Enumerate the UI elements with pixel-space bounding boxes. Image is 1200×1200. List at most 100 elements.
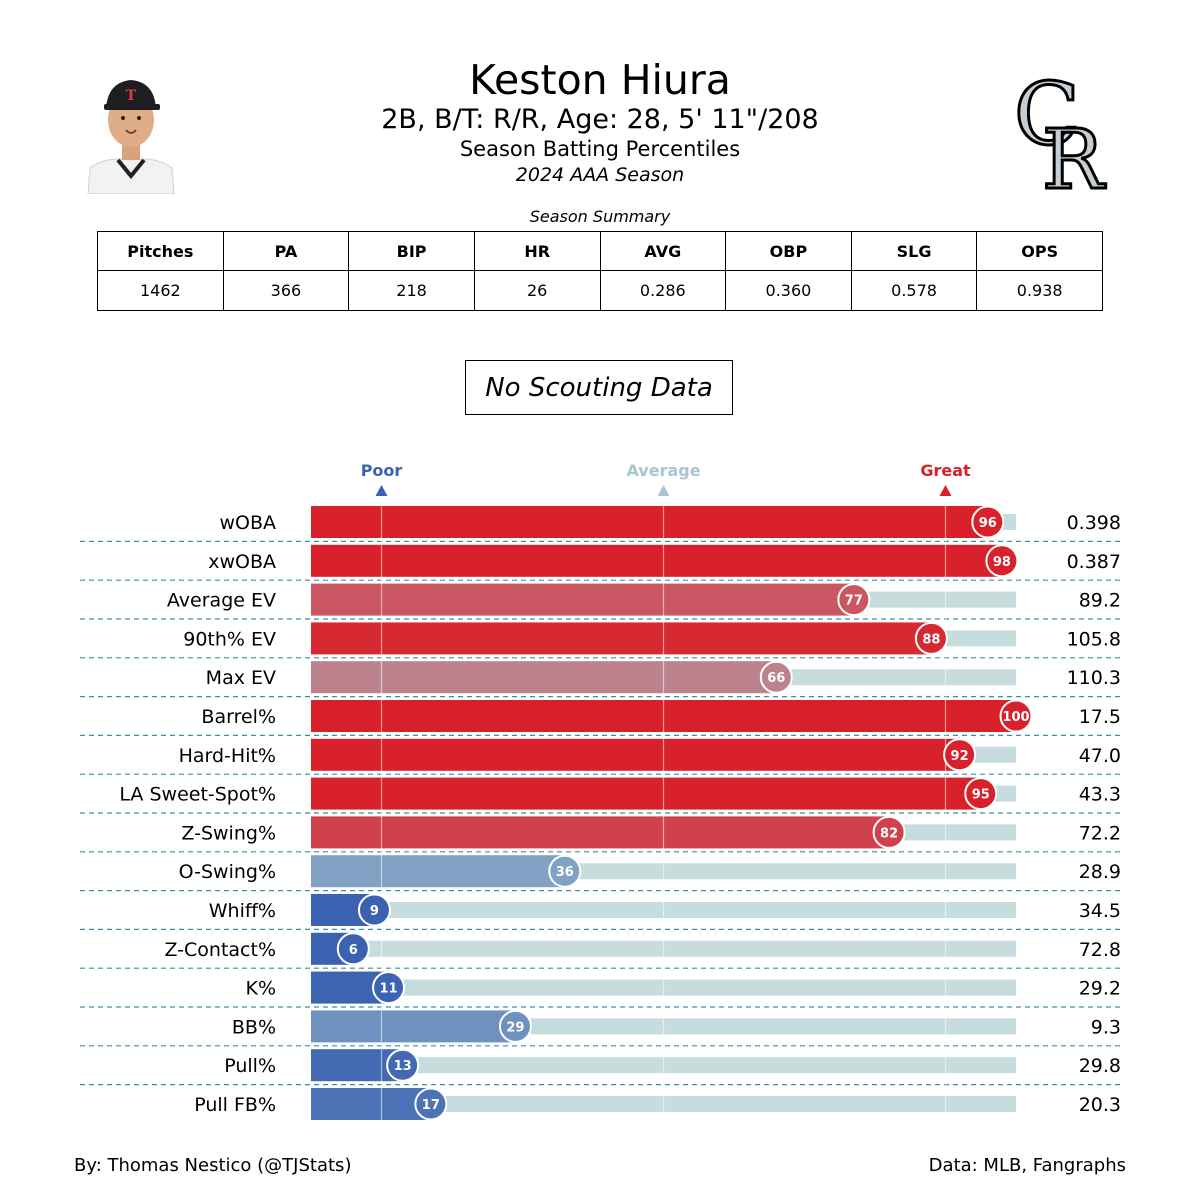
svg-text:R: R: [1042, 113, 1106, 192]
summary-cell: 26: [473, 270, 601, 311]
percentile-label: 13: [394, 1059, 412, 1074]
metric-bar: [311, 506, 988, 538]
percentile-marker: [498, 1009, 532, 1043]
metric-value: 28.9: [1079, 861, 1121, 883]
percentile-label: 66: [767, 671, 785, 686]
metric-label: Pull%: [224, 1055, 276, 1077]
percentile-marker: [357, 893, 391, 927]
metric-bar: [311, 661, 777, 694]
percentile-label: 36: [556, 865, 574, 880]
metric-label: K%: [245, 978, 276, 1000]
metric-label: Hard-Hit%: [179, 745, 276, 767]
percentile-marker: [372, 971, 406, 1005]
season-summary-table: Pitches PA BIP HR AVG OBP SLG OPS 1462 3…: [97, 231, 1103, 311]
percentile-marker: [985, 544, 1019, 578]
percentile-label: 92: [951, 749, 969, 764]
metric-label: Max EV: [206, 667, 276, 689]
summary-cell: 0.578: [850, 270, 978, 311]
percentile-marker: [999, 699, 1033, 733]
summary-cell: 218: [348, 270, 475, 311]
metric-label: xwOBA: [208, 551, 276, 573]
percentile-label: 9: [370, 904, 379, 919]
percentile-label: 77: [845, 594, 863, 609]
metric-bar: [311, 622, 932, 655]
metric-value: 20.3: [1079, 1094, 1121, 1116]
summary-header-row: Pitches PA BIP HR AVG OBP SLG OPS: [97, 231, 1103, 271]
metric-value: 0.387: [1067, 551, 1121, 573]
metric-label: Z-Contact%: [164, 939, 276, 961]
marker-label-great: Great: [920, 461, 971, 480]
metric-value: 72.2: [1079, 822, 1121, 844]
metric-bar: [311, 738, 960, 771]
summary-col-header: OPS: [976, 231, 1103, 271]
summary-cell: 366: [222, 270, 350, 311]
metric-value: 47.0: [1079, 745, 1121, 767]
percentile-marker: [943, 738, 977, 772]
percentile-marker: [914, 621, 948, 655]
summary-cell: 0.360: [725, 270, 852, 311]
metric-bar: [311, 816, 890, 849]
percentile-label: 11: [380, 982, 398, 997]
metric-value: 29.2: [1079, 978, 1121, 1000]
author-credit: By: Thomas Nestico (@TJStats): [74, 1155, 352, 1176]
summary-col-header: AVG: [599, 231, 727, 271]
percentile-marker: [548, 854, 582, 888]
percentile-label: 96: [979, 516, 997, 531]
player-name: Keston Hiura: [469, 56, 731, 104]
percentile-marker: [386, 1048, 420, 1082]
percentile-marker: [971, 505, 1005, 539]
metric-value: 9.3: [1091, 1016, 1121, 1038]
metric-label: BB%: [232, 1016, 276, 1038]
metric-bar: [311, 855, 565, 888]
summary-col-header: Pitches: [97, 231, 224, 271]
metric-value: 0.398: [1067, 512, 1121, 534]
metric-value: 29.8: [1079, 1055, 1121, 1077]
team-logo: C R: [1013, 64, 1108, 193]
metric-value: 105.8: [1067, 628, 1121, 650]
percentile-label: 17: [422, 1098, 440, 1113]
summary-value-row: 1462 366 218 26 0.286 0.360 0.578 0.938: [97, 270, 1103, 311]
metric-label: Pull FB%: [194, 1094, 276, 1116]
summary-col-header: PA: [222, 231, 350, 271]
summary-cell: 0.938: [976, 270, 1103, 311]
percentile-label: 95: [972, 788, 990, 803]
svg-text:C: C: [1014, 65, 1080, 165]
metric-label: LA Sweet-Spot%: [119, 784, 276, 806]
metric-bar: [311, 544, 1002, 577]
percentile-label: 6: [349, 943, 358, 958]
marker-label-average: Average: [626, 461, 700, 480]
percentile-marker: [759, 660, 793, 694]
metric-value: 72.8: [1079, 939, 1121, 961]
data-source-credit: Data: MLB, Fangraphs: [928, 1155, 1126, 1176]
metric-bar: [311, 1088, 431, 1120]
summary-col-header: HR: [473, 231, 601, 271]
percentile-marker: [837, 583, 871, 617]
percentile-marker: [964, 777, 998, 811]
summary-cell: 1462: [97, 270, 224, 311]
metric-label: wOBA: [219, 512, 276, 534]
percentile-chart: Poor Average Great wOBA 0.398 xwOBA 0.387 Avera…: [80, 461, 1121, 1122]
season-label: 2024 AAA Season: [515, 164, 685, 186]
metric-value: 43.3: [1079, 784, 1121, 806]
marker-triangle-icon: [939, 485, 952, 496]
svg-text:T: T: [126, 88, 137, 104]
percentile-marker: [872, 815, 906, 849]
metric-value: 89.2: [1079, 590, 1121, 612]
scouting-note: No Scouting Data: [465, 360, 733, 415]
marker-triangle-icon: [375, 485, 388, 496]
percentile-label: 98: [993, 555, 1011, 570]
summary-col-header: BIP: [348, 231, 475, 271]
summary-col-header: SLG: [850, 231, 978, 271]
metric-value: 110.3: [1067, 667, 1121, 689]
percentile-label: 88: [922, 632, 940, 647]
percentile-marker: [414, 1087, 448, 1121]
metric-bar: [311, 777, 981, 810]
report-title: Season Batting Percentiles: [459, 137, 741, 161]
metric-label: Whiff%: [209, 900, 276, 922]
metric-label: 90th% EV: [183, 628, 276, 650]
percentile-label: 29: [506, 1020, 524, 1035]
percentile-label: 82: [880, 826, 898, 841]
summary-caption: Season Summary: [529, 207, 671, 226]
metric-value: 17.5: [1079, 706, 1121, 728]
player-info: 2B, B/T: R/R, Age: 28, 5' 11"/208: [381, 104, 819, 135]
